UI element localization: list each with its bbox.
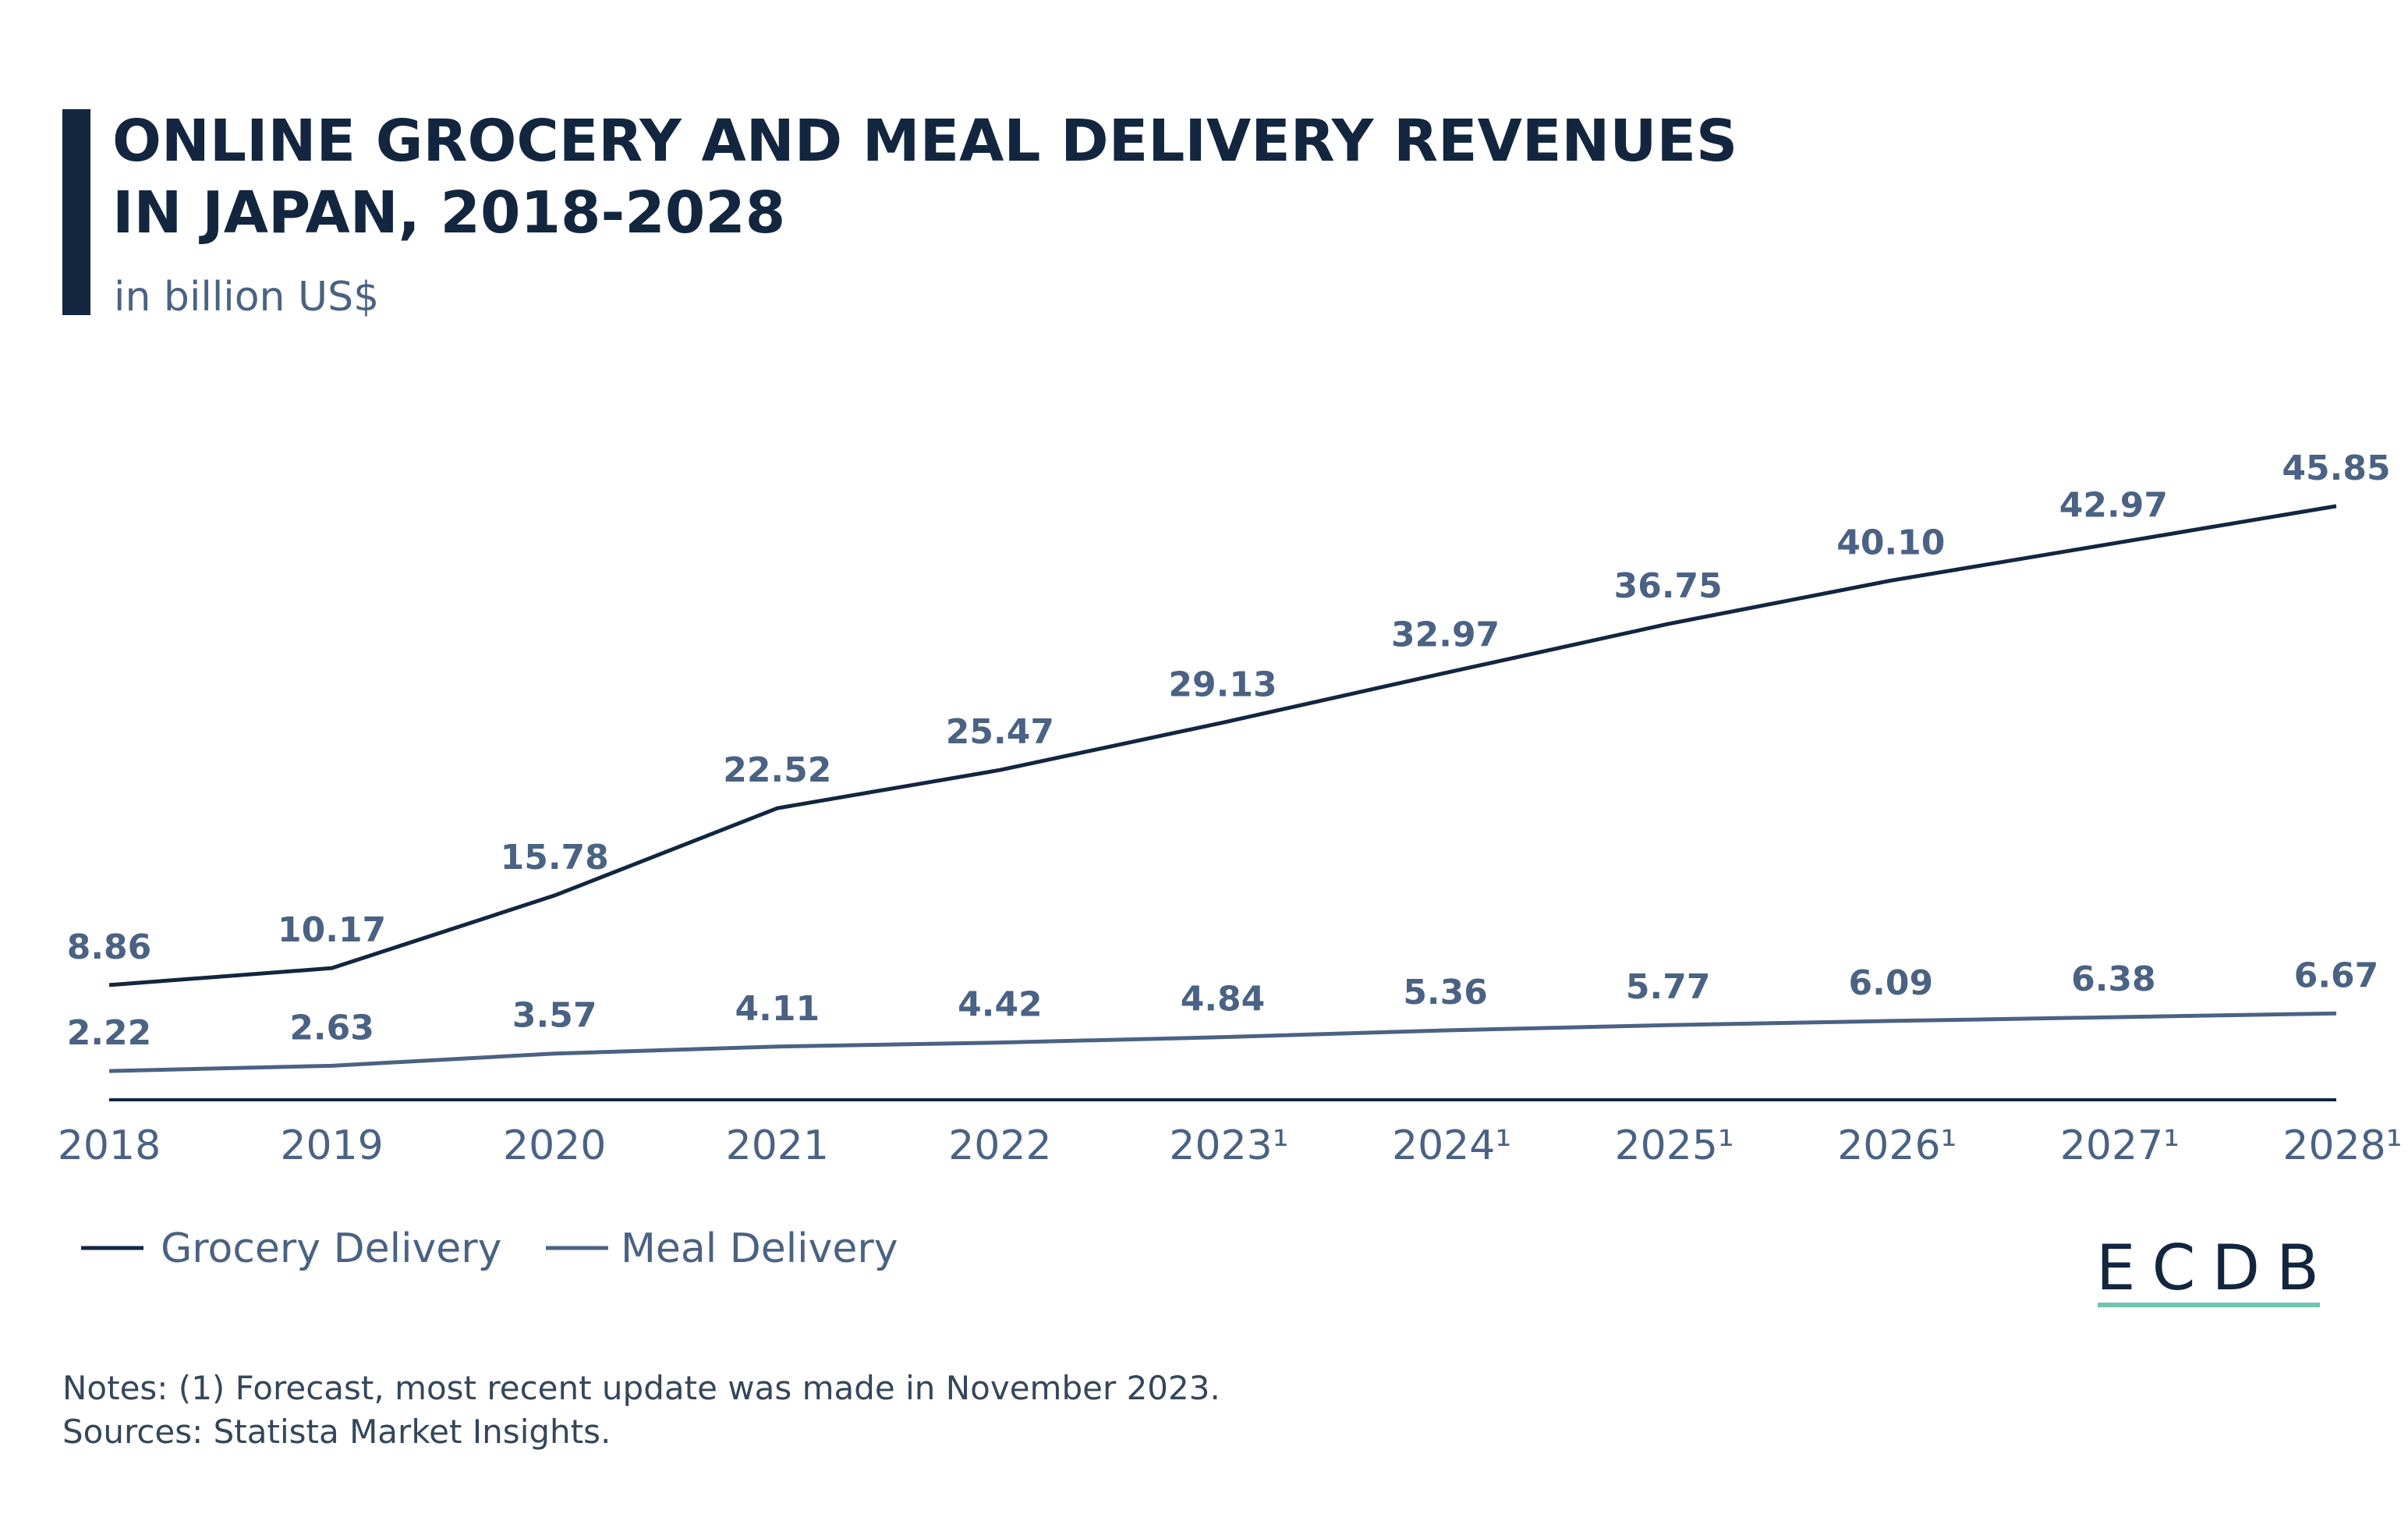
x-tick-label: 2027¹ [2060,1122,2180,1169]
data-label-meal: 5.77 [1626,967,1711,1007]
data-label-grocery: 32.97 [1391,615,1500,655]
legend: Grocery Delivery Meal Delivery [81,1225,898,1272]
title-accent-bar [62,109,90,315]
data-label-grocery: 29.13 [1168,665,1277,704]
x-tick-label: 2018 [58,1122,161,1169]
x-tick-label: 2020 [503,1122,606,1169]
legend-label-meal: Meal Delivery [621,1225,898,1272]
legend-label-grocery: Grocery Delivery [161,1225,501,1272]
logo-text: ECDB [2096,1232,2321,1304]
x-tick-label: 2024¹ [1392,1122,1511,1169]
data-label-grocery: 15.78 [501,838,609,878]
x-tick-label: 2028¹ [2282,1122,2402,1169]
series-line-grocery [108,504,2337,987]
data-label-meal: 6.09 [1849,963,1934,1003]
data-label-meal: 2.63 [289,1008,374,1048]
data-label-grocery: 42.97 [2059,486,2168,526]
data-label-grocery: 25.47 [946,712,1054,752]
x-tick-label: 2025¹ [1615,1122,1734,1169]
subtitle: in billion US$ [114,274,379,321]
x-tick-label: 2023¹ [1169,1122,1288,1169]
x-tick-label: 2019 [280,1122,383,1169]
x-tick-label: 2021 [726,1122,829,1169]
title-line-1: ONLINE GROCERY AND MEAL DELIVERY REVENUE… [112,108,1737,175]
notes-text: Notes: (1) Forecast, most recent update … [62,1369,1220,1407]
data-label-grocery: 45.85 [2282,448,2390,488]
x-tick-label: 2026¹ [1837,1122,1956,1169]
data-label-meal: 5.36 [1403,973,1488,1012]
x-tick-labels: 2018 2019 2020 2021 2022 2023¹ 2024¹ 2025¹ 2026¹… [58,1122,2403,1169]
data-label-grocery: 40.10 [1836,523,1945,562]
series-layer: 8.86 10.17 15.78 22.52 25.47 29.13 32.97 36.75 4… [67,448,2391,1073]
data-label-meal: 3.57 [512,996,597,1036]
title-line-2: IN JAPAN, 2018-2028 [112,179,785,246]
x-tick-label: 2022 [948,1122,1051,1169]
logo-underline [2098,1303,2320,1307]
data-label-meal: 2.22 [67,1013,152,1053]
data-label-meal: 6.38 [2071,959,2156,999]
series-line-meal [108,1011,2337,1073]
data-label-grocery: 36.75 [1614,566,1723,606]
data-label-meal: 4.84 [1181,980,1266,1019]
ecdb-logo: ECDB [2096,1232,2321,1307]
data-label-meal: 6.67 [2294,956,2379,995]
data-label-grocery: 8.86 [67,927,152,967]
data-label-meal: 4.11 [735,989,820,1029]
sources-text: Sources: Statista Market Insights. [62,1413,611,1451]
data-label-grocery: 10.17 [278,910,386,950]
data-label-meal: 4.42 [958,985,1043,1025]
data-label-grocery: 22.52 [723,750,831,790]
